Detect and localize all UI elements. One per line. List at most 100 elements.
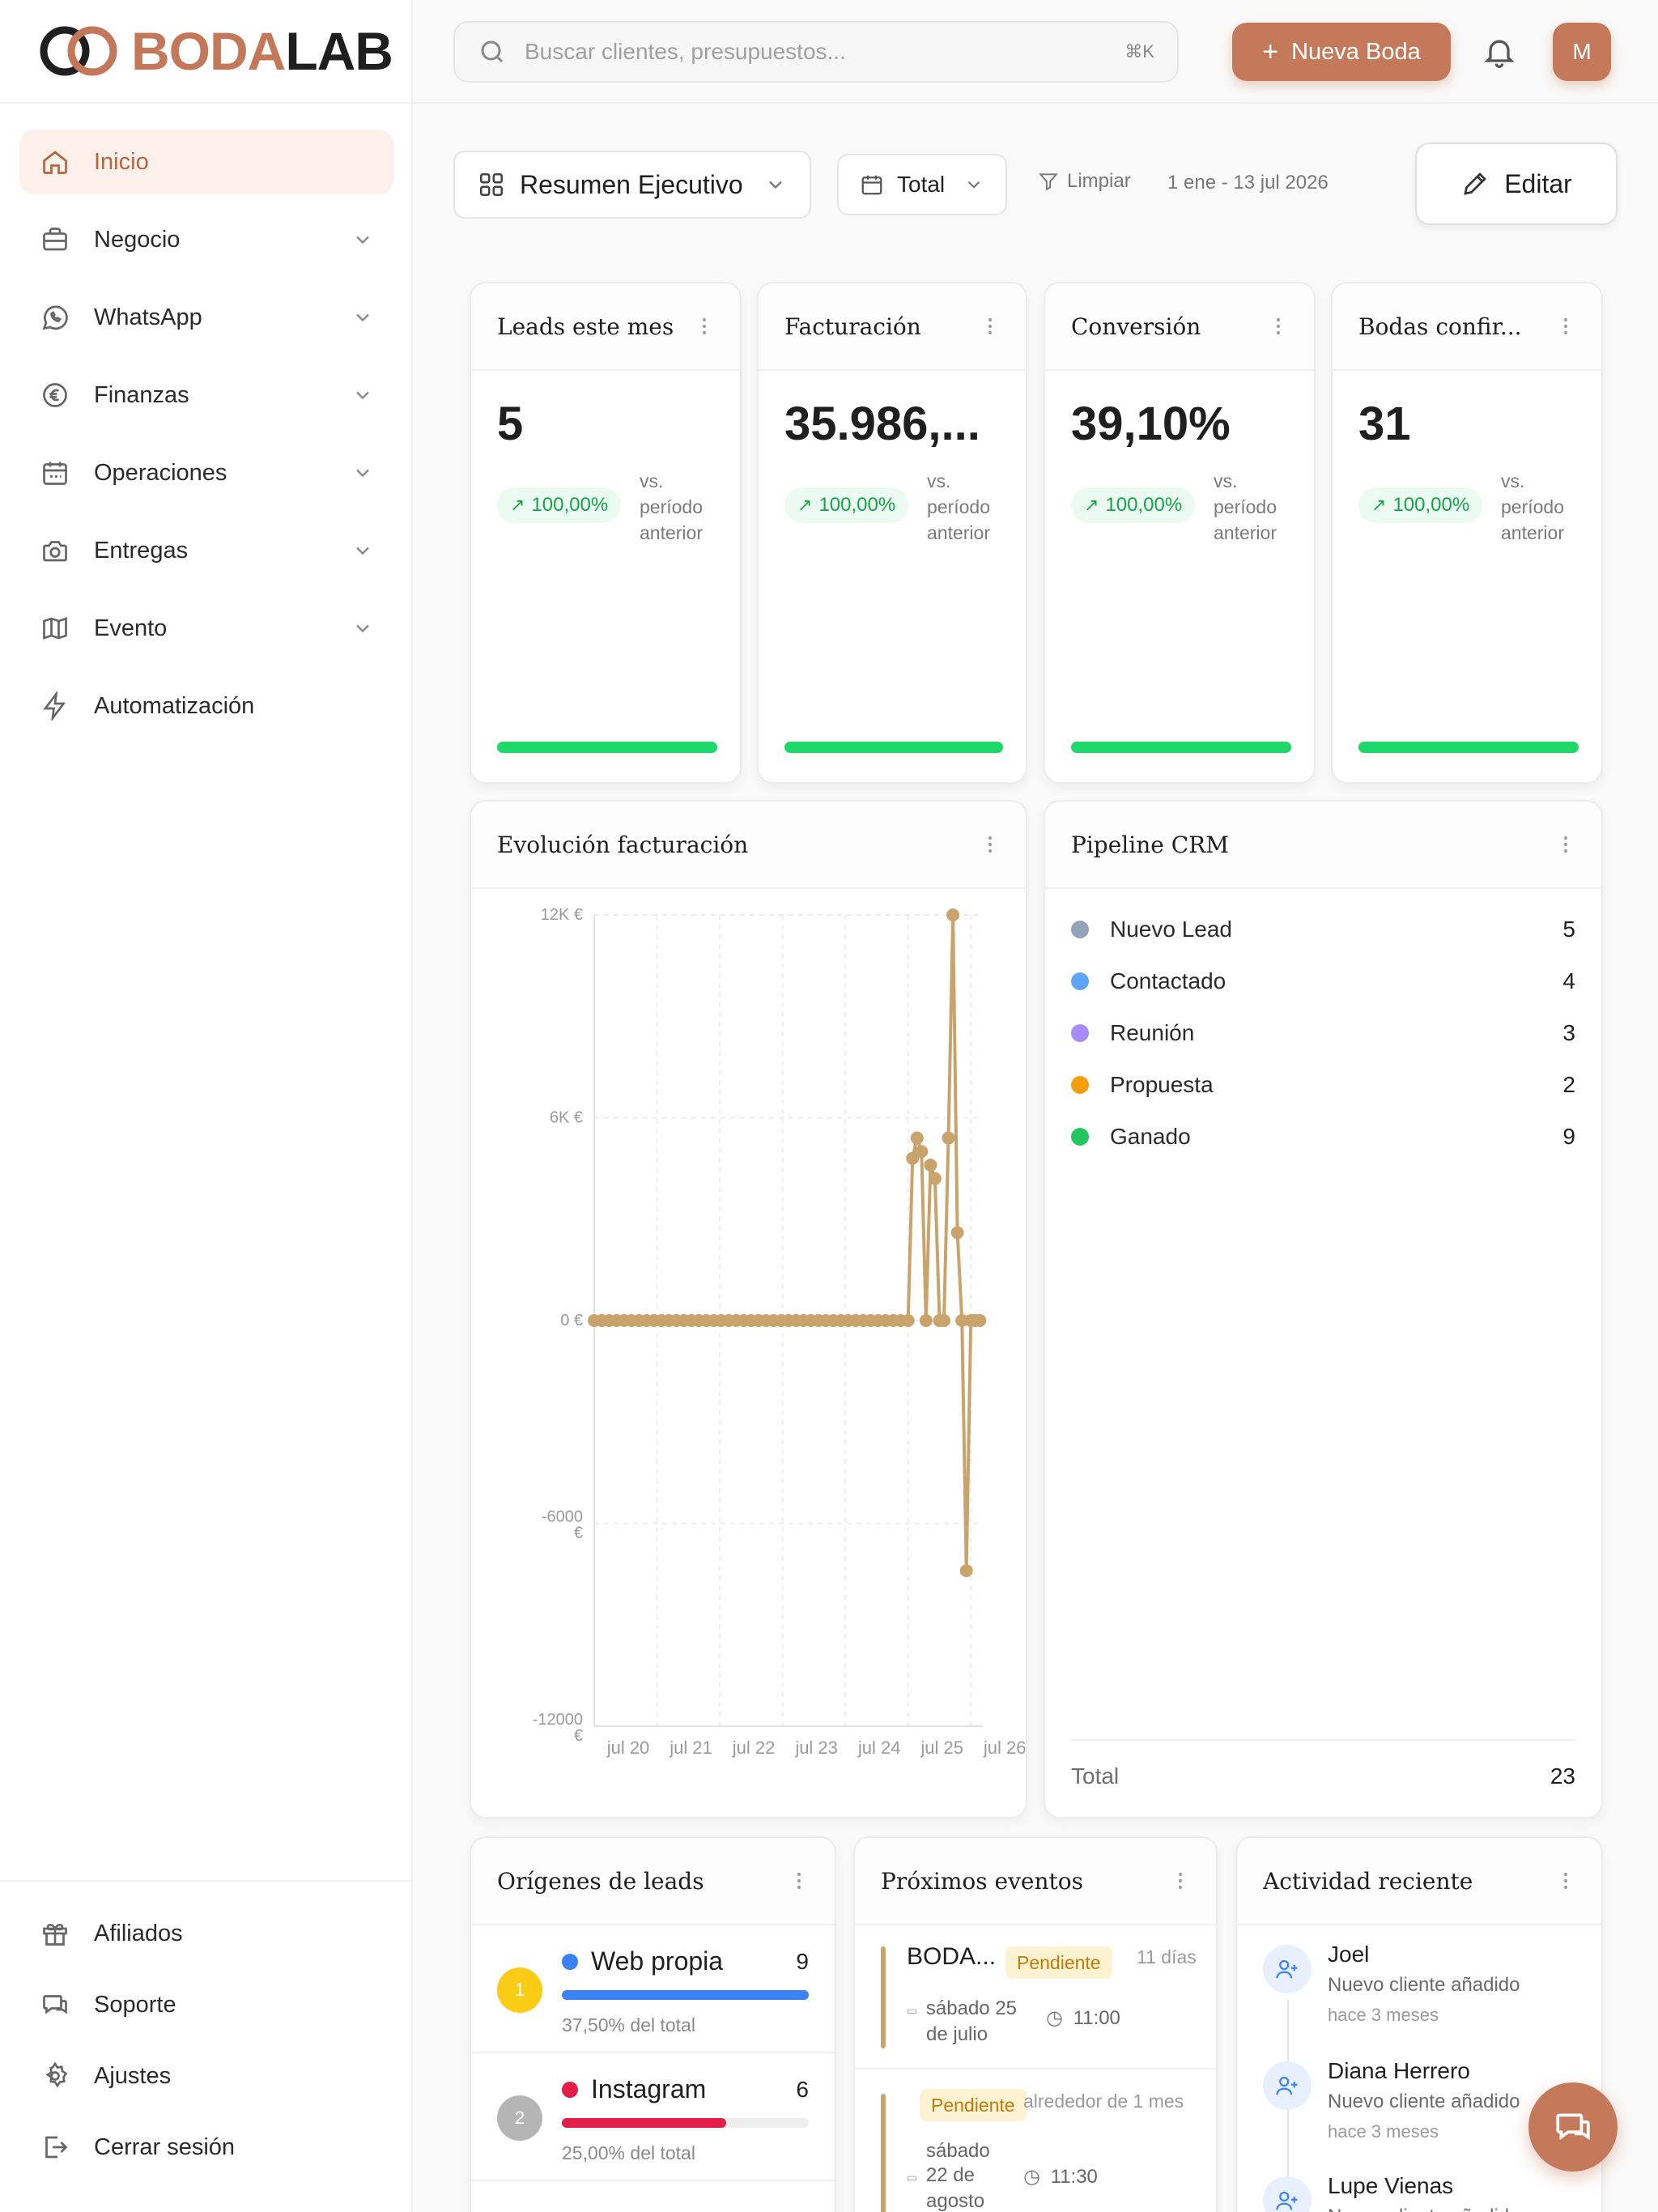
y-tick-label: -12000 — [533, 1711, 583, 1729]
data-point — [937, 1314, 950, 1327]
search-bar[interactable]: ⌘K — [453, 21, 1179, 83]
stage-name: Nuevo Lead — [1110, 917, 1233, 942]
search-shortcut: ⌘K — [1124, 41, 1154, 62]
source-count: 6 — [796, 2076, 809, 2102]
kpi-card-bodas: Bodas confir... 31 ↗ 100,00% vs. período … — [1331, 282, 1603, 784]
data-point — [924, 1158, 937, 1172]
activity-item[interactable]: Lupe Vienas Nuevo cliente añadido — [1263, 2173, 1575, 2212]
camera-icon — [39, 534, 71, 567]
sidebar-item-automatizacion[interactable]: Automatización — [19, 674, 393, 738]
kpi-title: Bodas confir... — [1358, 313, 1522, 340]
whatsapp-icon — [39, 301, 71, 334]
kpi-progress-bar — [784, 742, 1003, 753]
activity-item[interactable]: Joel Nuevo cliente añadido hace 3 meses — [1263, 1942, 1575, 2042]
kpi-comparison: vs. período anterior — [1214, 470, 1278, 543]
y-tick-label: € — [574, 1525, 583, 1542]
kpi-value: 31 — [1358, 398, 1411, 450]
event-date-line: sábado — [926, 2140, 990, 2162]
pipeline-total-value: 23 — [1550, 1763, 1575, 1789]
chart-title: Evolución facturación — [497, 831, 749, 858]
more-icon[interactable] — [1556, 313, 1575, 339]
briefcase-icon — [39, 223, 71, 256]
kpi-progress-fill — [784, 742, 1003, 753]
event-item[interactable]: Pendiente alrededor de 1 mes sábado ▭ 22… — [855, 2069, 1216, 2212]
source-row[interactable]: 1 Web propia 9 37,50% del total — [471, 1925, 835, 2053]
grid-icon — [479, 172, 504, 197]
source-count: 9 — [796, 1948, 809, 1974]
edit-button[interactable]: Editar — [1415, 143, 1618, 225]
bell-icon[interactable] — [1482, 32, 1517, 71]
more-icon[interactable] — [695, 313, 714, 339]
dashboard-select[interactable]: Resumen Ejecutivo — [453, 151, 811, 219]
pipeline-row[interactable]: Contactado 4 — [1071, 955, 1575, 1007]
more-icon[interactable] — [980, 313, 1000, 339]
source-dot — [562, 1953, 578, 1970]
activity-item[interactable]: Diana Herrero Nuevo cliente añadido hace… — [1263, 2058, 1575, 2159]
more-icon[interactable] — [1171, 1868, 1190, 1894]
more-icon[interactable] — [1556, 1868, 1575, 1894]
clear-filters-button[interactable]: Limpiar — [1038, 170, 1131, 193]
chevron-down-icon — [769, 181, 782, 189]
new-wedding-button[interactable]: + Nueva Boda — [1232, 23, 1451, 81]
clear-filters-label: Limpiar — [1067, 170, 1131, 192]
sidebar-item-label: Negocio — [94, 226, 181, 253]
data-point — [910, 1131, 924, 1145]
kpi-comparison: vs. período anterior — [640, 470, 704, 543]
pipeline-row[interactable]: Reunión 3 — [1071, 1007, 1575, 1059]
status-badge: Pendiente — [920, 2089, 1027, 2121]
sidebar-item-finanzas[interactable]: Finanzas — [19, 363, 393, 428]
event-time-value: 11:30 — [1050, 2166, 1098, 2188]
pipeline-row[interactable]: Ganado 9 — [1071, 1111, 1575, 1163]
activity-name: Joel — [1328, 1942, 1370, 1967]
more-icon[interactable] — [1556, 832, 1575, 857]
stage-dot — [1071, 1128, 1089, 1146]
event-date-line: 22 de — [925, 2164, 975, 2186]
card-header: Conversión — [1045, 283, 1314, 371]
main-nav: Inicio Negocio WhatsApp Finanzas Operaci… — [19, 130, 393, 751]
calendar-icon — [39, 457, 71, 489]
y-tick-label: 6K € — [550, 1109, 583, 1127]
sidebar-item-cerrar-sesion[interactable]: Cerrar sesión — [19, 2118, 393, 2176]
bottom-nav: Afiliados Soporte Ajustes Cerrar sesión — [19, 1904, 393, 2189]
sidebar-item-soporte[interactable]: Soporte — [19, 1976, 393, 2034]
sidebar-item-operaciones[interactable]: Operaciones — [19, 440, 393, 505]
sidebar-item-evento[interactable]: Evento — [19, 596, 393, 661]
avatar[interactable]: M — [1553, 23, 1611, 81]
activity-title: Actividad reciente — [1263, 1867, 1473, 1895]
period-select[interactable]: Total — [837, 154, 1007, 215]
kpi-progress-fill — [1358, 742, 1579, 753]
chevron-down-icon — [356, 313, 369, 322]
filter-icon — [1039, 173, 1058, 191]
event-time: ◷ 11:30 — [1023, 2165, 1098, 2189]
search-input[interactable] — [525, 39, 1125, 65]
sidebar-item-entregas[interactable]: Entregas — [19, 518, 393, 583]
kpi-change: 100,00% — [818, 494, 896, 516]
sidebar-item-label: Ajustes — [94, 2062, 172, 2089]
sidebar-item-label: Automatización — [94, 692, 255, 719]
pipeline-row[interactable]: Nuevo Lead 5 — [1071, 904, 1575, 955]
kpi-comparison: vs. período anterior — [927, 470, 991, 543]
sidebar-item-inicio[interactable]: Inicio — [19, 130, 393, 194]
stage-name: Reunión — [1110, 1020, 1195, 1045]
sidebar-item-afiliados[interactable]: Afiliados — [19, 1904, 393, 1963]
more-icon[interactable] — [1269, 313, 1288, 339]
sidebar-item-ajustes[interactable]: Ajustes — [19, 2047, 393, 2105]
kpi-change-badge: ↗ 100,00% — [497, 487, 622, 523]
chevron-down-icon — [356, 624, 369, 633]
chat-button[interactable] — [1528, 2082, 1618, 2172]
event-stripe — [881, 1946, 886, 2048]
sidebar-item-whatsapp[interactable]: WhatsApp — [19, 285, 393, 350]
more-icon[interactable] — [980, 832, 1000, 857]
event-item[interactable]: BODA... Pendiente 11 días ▭ sábado 25 de… — [855, 1925, 1216, 2069]
pipeline-row[interactable]: Propuesta 2 — [1071, 1059, 1575, 1111]
plus-icon: + — [1262, 36, 1279, 67]
pencil-icon — [1464, 172, 1487, 195]
brand-logo[interactable]: BODALAB — [37, 21, 393, 81]
sidebar-item-negocio[interactable]: Negocio — [19, 207, 393, 272]
more-icon[interactable] — [789, 1868, 809, 1894]
data-point — [915, 1145, 929, 1159]
kpi-change: 100,00% — [1392, 494, 1470, 516]
source-row[interactable]: 2 Instagram 6 25,00% del total — [471, 2053, 835, 2181]
kpi-change: 100,00% — [1105, 494, 1183, 516]
gear-icon — [39, 2060, 71, 2092]
